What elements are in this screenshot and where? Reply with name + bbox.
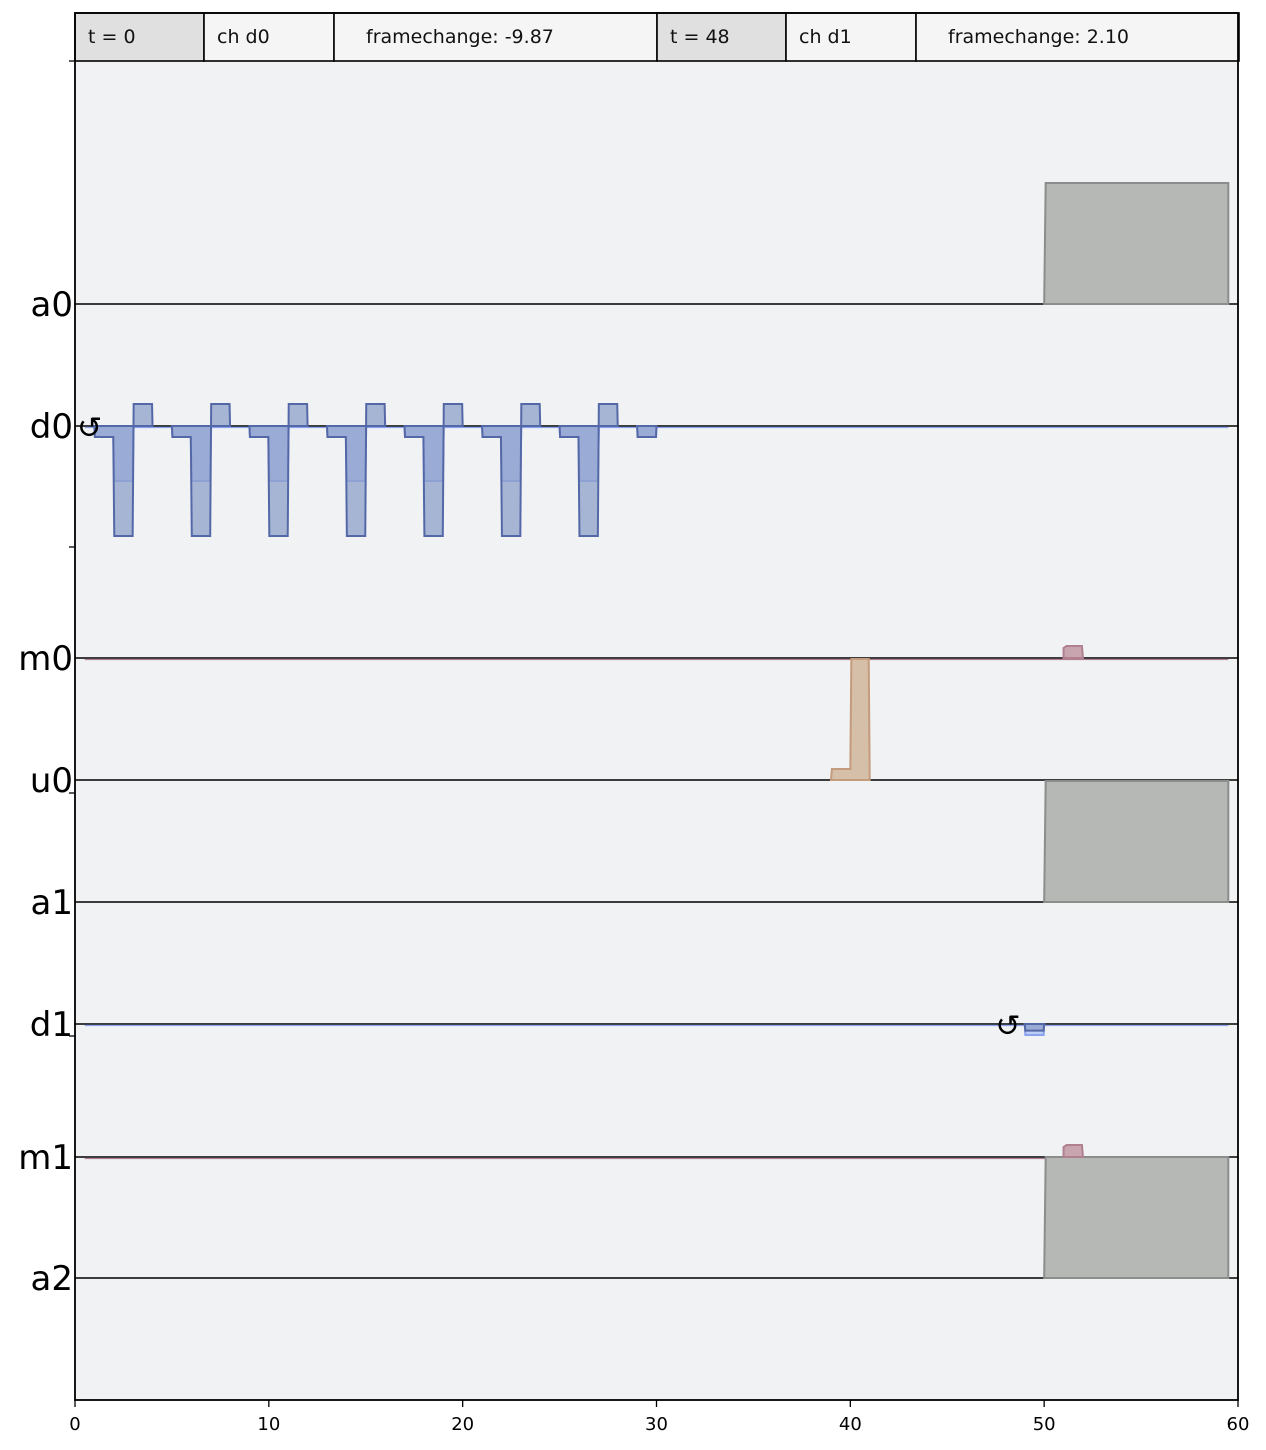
acquire-box-a1 (1043, 780, 1230, 903)
frame-change-table: t = 0 ch d0 framechange: -9.87 t = 48 ch d1 f… (74, 12, 1240, 62)
drive-pulse-real-d0 (325, 403, 387, 537)
drive-pulse-real-d0 (636, 425, 658, 438)
x-tick-label: 50 (1033, 1414, 1056, 1435)
frame-change-icon: ↺ (77, 411, 102, 446)
channel-label: d0 (30, 407, 73, 447)
x-tick-label: 60 (1227, 1414, 1250, 1435)
drive-pulse-real-d0 (403, 403, 464, 537)
channel-label: d1 (30, 1005, 73, 1045)
drive-pulse-real-d0 (93, 403, 154, 537)
table-cell-framechange: framechange: 2.10 (948, 26, 1129, 48)
table-cell-time-bg (74, 12, 205, 62)
acquire-box-a2 (1043, 1156, 1230, 1279)
table-cell-time: t = 0 (88, 26, 136, 48)
channel-label: a1 (31, 883, 73, 923)
table-cell-time: t = 48 (670, 26, 730, 48)
channel-label: m1 (18, 1138, 73, 1178)
frame-change-icon: ↺ (995, 1009, 1020, 1044)
x-tick-label: 20 (451, 1414, 474, 1435)
channel-label: u0 (30, 761, 73, 801)
table-cell-channel-bg (203, 12, 335, 62)
table-cell-channel: ch d1 (799, 26, 852, 48)
measure-pulse-m0 (1062, 645, 1085, 659)
table-cell-channel: ch d0 (217, 26, 270, 48)
table-cell-framechange-bg (333, 12, 658, 62)
drive-pulse-real-d1 (1023, 1023, 1046, 1032)
drive-pulse-real-d0 (248, 403, 309, 537)
table-cell-framechange: framechange: -9.87 (366, 26, 554, 48)
x-tick-label: 10 (257, 1414, 280, 1435)
channel-label: m0 (18, 639, 73, 679)
channel-label: a0 (31, 285, 73, 325)
drive-pulse-real-d0 (481, 403, 542, 537)
plot-frame (74, 12, 1239, 1401)
x-tick-label: 40 (839, 1414, 862, 1435)
x-tick-label: 0 (69, 1414, 80, 1435)
measure-pulse-m1 (1062, 1144, 1085, 1158)
schedule-drawing: a0 d0 m0 u0 a1 d1 m1 a2 ↺ ↺ 0 10 20 30 40 50 60 (18, 60, 1250, 1435)
x-tick-label: 30 (645, 1414, 668, 1435)
control-pulse-u0 (829, 658, 871, 781)
drive-pulse-real-d0 (170, 403, 232, 537)
table-cell-time-bg (656, 12, 787, 62)
channel-label: a2 (31, 1259, 73, 1299)
drive-pulse-real-d0 (558, 403, 619, 537)
acquire-box-a0 (1043, 182, 1230, 305)
